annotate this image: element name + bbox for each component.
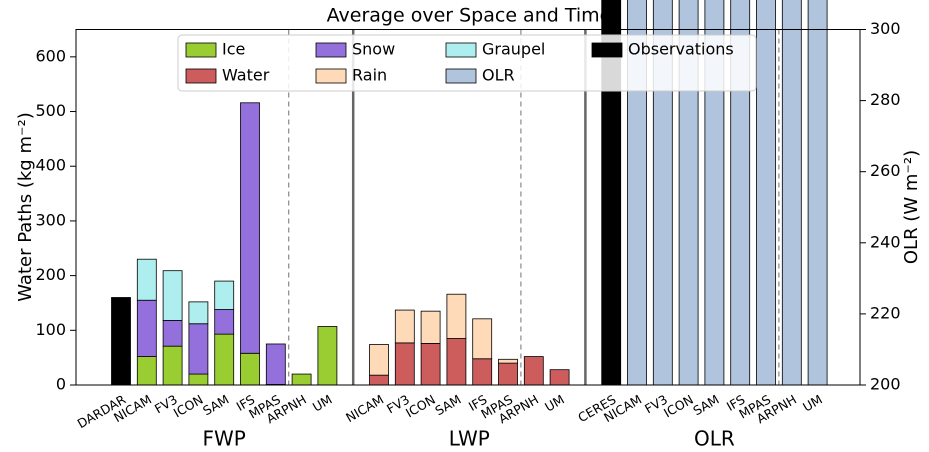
bar: [162, 320, 183, 347]
y-tick-label: 200: [35, 265, 66, 284]
y-tick-label: 400: [35, 156, 66, 175]
bar: [472, 318, 493, 360]
bar: [756, 0, 776, 386]
legend-label: Snow: [352, 40, 395, 59]
bar: [394, 342, 415, 386]
legend-label: Rain: [352, 66, 387, 85]
bar: [549, 369, 570, 386]
panel-label: FWP: [203, 427, 246, 451]
bar: [807, 0, 828, 386]
y-axis-label: Water Paths (kg m⁻²): [15, 112, 36, 301]
bar: [240, 102, 260, 354]
legend-swatch: [591, 42, 623, 58]
bar: [781, 0, 802, 386]
y2-tick-label: 280: [870, 90, 901, 109]
legend-label: Ice: [222, 40, 245, 59]
panel-label: OLR: [694, 427, 735, 451]
bar: [136, 258, 157, 301]
x-tick-label: SAM: [690, 392, 721, 419]
bar: [136, 356, 157, 386]
bar: [162, 270, 183, 321]
x-tick-label: UM: [800, 392, 825, 415]
y-tick-label: 600: [35, 46, 66, 65]
bar: [265, 343, 286, 385]
bar: [188, 373, 209, 386]
y-tick-label: 300: [35, 210, 66, 229]
bar: [498, 358, 518, 364]
y2-tick-label: 240: [870, 232, 901, 251]
legend-swatch: [315, 42, 347, 58]
x-tick-label: SAM: [432, 392, 463, 419]
legend-swatch: [185, 68, 217, 84]
legend-swatch: [445, 42, 477, 58]
x-tick-label: SAM: [200, 392, 231, 419]
y2-axis-label: OLR (W m⁻²): [901, 150, 922, 264]
legend-label: OLR: [482, 66, 515, 85]
bar: [291, 373, 312, 386]
legend-swatch: [315, 68, 347, 84]
bar: [188, 301, 209, 325]
bar: [162, 345, 183, 386]
bar: [214, 280, 235, 310]
bar: [214, 333, 235, 386]
bar: [369, 344, 389, 376]
x-tick-label: NICAM: [343, 392, 386, 426]
bar: [420, 343, 441, 386]
plot-frame: [75, 29, 861, 386]
x-tick-label: UM: [542, 392, 567, 415]
legend-swatch: [445, 68, 477, 84]
bar: [394, 309, 415, 344]
legend-label: Water: [222, 66, 270, 85]
bar: [111, 297, 131, 386]
legend-swatch: [185, 42, 217, 58]
bar: [214, 309, 235, 335]
bar: [317, 326, 338, 386]
y-tick-label: 0: [56, 375, 66, 394]
legend-label: Observations: [628, 40, 734, 59]
bar: [188, 323, 209, 375]
bar: [472, 358, 493, 386]
panel-label: LWP: [449, 427, 490, 451]
y2-tick-label: 300: [870, 19, 901, 38]
bar: [240, 352, 260, 386]
legend-label: Graupel: [482, 40, 545, 59]
bar: [420, 310, 441, 344]
bar: [498, 362, 518, 386]
y2-tick-label: 260: [870, 161, 901, 180]
x-tick-label: UM: [310, 392, 335, 415]
bar: [446, 293, 467, 339]
y-tick-label: 500: [35, 101, 66, 120]
legend: Ice Water Snow Rain Graupel OLR Observations: [177, 34, 757, 92]
bar: [369, 374, 389, 386]
bar: [136, 299, 157, 357]
y2-tick-label: 200: [870, 375, 901, 394]
chart-title: Average over Space and Time: [327, 5, 612, 27]
bar: [523, 356, 544, 386]
bar: [446, 338, 467, 386]
y2-tick-label: 220: [870, 303, 901, 322]
y-tick-label: 100: [35, 320, 66, 339]
